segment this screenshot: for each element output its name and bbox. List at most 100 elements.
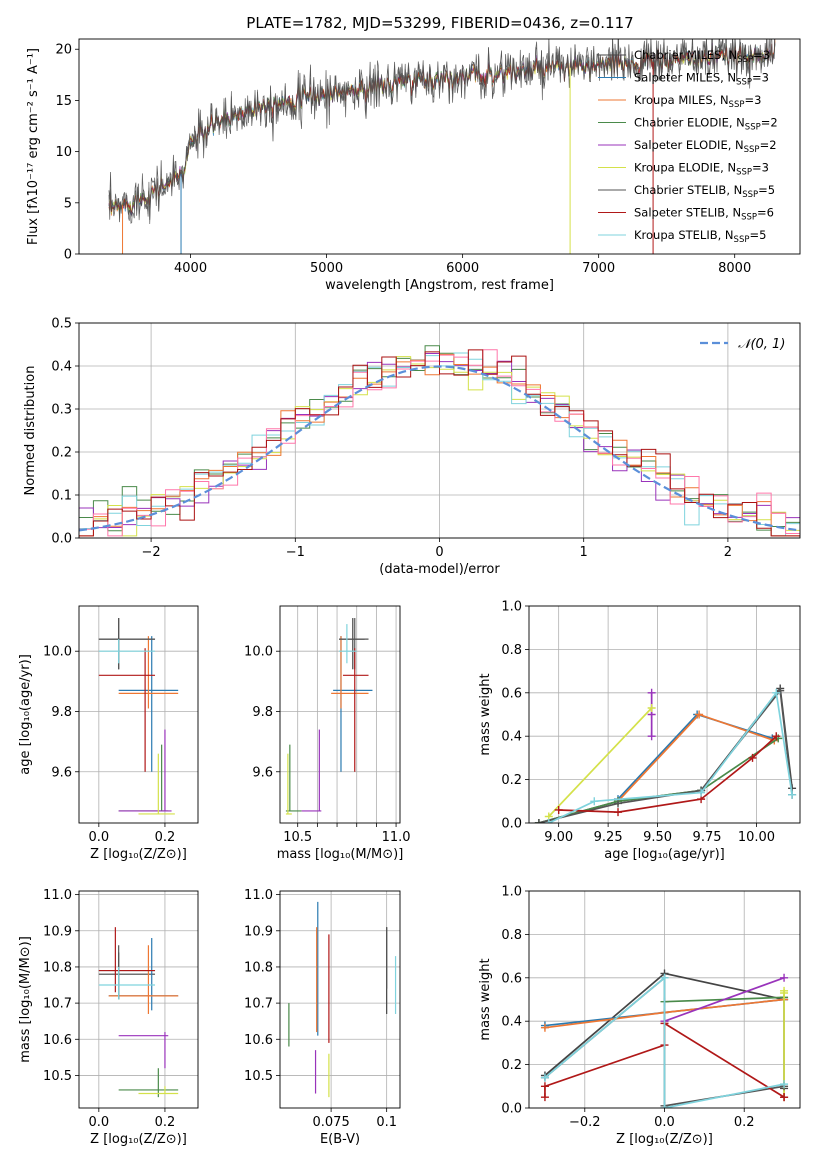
y-tick-label: 10.9 [244,924,273,939]
plus-marker [697,788,706,797]
legend-label-suffix: =2 [760,138,777,152]
y-tick-label: 0.6 [501,686,522,701]
legend-label-suffix: =3 [752,71,769,85]
y-tick-label: 10.5 [43,1069,72,1084]
y-tick-label: 0.4 [51,360,72,375]
y-tick-label: 10.6 [244,1033,273,1048]
y-tick-label: 0.8 [501,928,522,943]
plus-marker [660,1104,669,1108]
y-axis-label: Flux [fλ10⁻¹⁷ erg cm⁻² s⁻¹ A⁻¹] [26,48,41,245]
plot-area [98,927,179,1098]
x-tick-label: 0.1 [376,1115,397,1130]
x-tick-label: 0.0 [88,1115,109,1130]
errorbar-cross [138,753,175,815]
plus-marker [540,1093,549,1102]
errorbar-cross [108,945,179,1014]
plot-area [534,684,797,823]
x-tick-label: 0 [435,545,443,560]
plus-marker [544,819,553,823]
y-tick-label: 0.1 [51,489,72,504]
x-tick-label: 9.00 [544,830,573,845]
plot-area [98,618,179,815]
y-tick-label: 10.7 [43,997,72,1012]
legend-label: Salpeter MILES, NSSP=3 [634,71,769,88]
y-tick-label: 0.6 [501,971,522,986]
series-line [664,977,785,1022]
axes-frame [279,890,401,1109]
plus-marker [614,799,623,808]
y-tick-label: 10.5 [244,1069,273,1084]
chart-title: PLATE=1782, MJD=53299, FIBERID=0436, z=0… [246,14,633,32]
x-axis-label: Z [log₁₀(Z/Z⊙)] [90,1132,187,1147]
plus-marker [780,1080,789,1089]
y-tick-label: 20 [55,43,72,58]
panel-residuals: −2 −1 0 1 2 0.0 0.1 0.2 0.3 0.4 0.5 (data-model)/er… [23,317,801,577]
legend-label-sub: SSP [737,55,753,65]
y-tick-label: 0.0 [501,1102,522,1117]
errorbar-cross [118,1032,169,1069]
plus-marker [780,973,789,982]
legend: 𝒩(0, 1) [700,337,785,352]
plus-marker [540,1082,549,1091]
y-tick-label: 11.0 [244,888,273,903]
legend-label: Chabrier STELIB, NSSP=5 [634,183,775,200]
normal-reference-line [79,365,800,532]
plot-area [79,345,800,538]
x-tick-label: 0.2 [155,1115,176,1130]
plus-marker [748,753,757,762]
x-axis-label: E(B-V) [320,1132,360,1147]
panel-mass-weight-vs-age: 9.00 9.25 9.50 9.75 10.00 0.0 0.2 0.4 0.6 0.8 1.0 a… [478,600,801,862]
errorbar-cross [285,744,302,812]
errorbar-cross [118,729,172,812]
errorbar-cross [98,966,156,1000]
legend-label: Kroupa STELIB, NSSP=5 [634,228,766,245]
histogram-step [79,349,800,538]
y-tick-label: 9.8 [51,705,72,720]
y-axis-label: mass [log₁₀(M/M⊙)] [18,936,33,1063]
axes-frame [78,322,801,539]
y-tick-label: 1.0 [501,600,522,615]
legend-label-suffix: =3 [753,48,770,62]
legend-label-suffix: =3 [744,93,761,107]
errorbar-cross [342,648,369,772]
legend-label-main: Kroupa ELODIE, N [634,161,736,175]
legend-label: Kroupa ELODIE, NSSP=3 [634,161,769,178]
plus-marker [772,688,781,697]
x-tick-label: 10.5 [283,830,312,845]
legend-label-main: Kroupa MILES, N [634,93,729,107]
x-tick-label: 1 [580,545,588,560]
x-tick-label: 10.00 [738,830,775,845]
y-tick-label: 5 [64,196,72,211]
y-tick-label: 0.8 [501,643,522,658]
axes-frame [528,605,801,824]
errorbar-cross [331,636,369,709]
legend-label: 𝒩(0, 1) [738,337,785,352]
errorbar-cross [118,1068,179,1098]
plus-marker [647,732,656,741]
legend-label-main: Salpeter STELIB, N [634,206,741,220]
x-tick-label: −1 [286,545,305,560]
y-tick-label: 10 [55,145,72,160]
x-tick-label: 2 [724,545,732,560]
errorbar-cross [98,952,156,1000]
plus-marker [647,688,656,697]
x-tick-label: −2 [142,545,161,560]
x-tick-label: 0.2 [155,830,176,845]
x-axis-label: wavelength [Angstrom, rest frame] [325,278,554,293]
legend-label-sub: SSP [736,78,752,88]
legend-label-suffix: =6 [757,206,774,220]
panel-mass-weight-vs-z: −0.2 0.0 0.2 0.0 0.2 0.4 0.6 0.8 1.0 Z [log₁₀(Z/Z… [478,885,801,1147]
plus-marker [788,790,797,799]
plus-marker [614,808,623,817]
y-tick-label: 0.4 [501,730,522,745]
series-line [544,975,785,1108]
legend-label-sub: SSP [742,190,758,200]
x-tick-label: 9.50 [643,830,672,845]
x-tick-label: 0.0 [88,830,109,845]
plot-area [288,901,397,1098]
y-tick-label: 15 [55,94,72,109]
y-tick-label: 0.2 [501,1058,522,1073]
errorbar-cross [98,927,156,993]
y-tick-label: 10.0 [43,645,72,660]
